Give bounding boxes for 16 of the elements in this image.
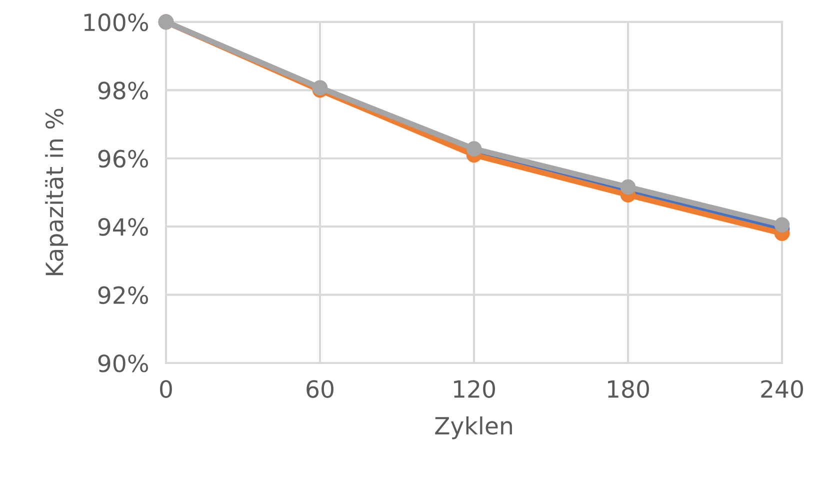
point <box>774 217 790 233</box>
point <box>620 179 636 195</box>
y-tick-label: 98% <box>98 82 148 100</box>
y-tick-label: 96% <box>98 150 148 168</box>
y-tick-label: 100% <box>84 13 148 32</box>
x-tick-label: 0 <box>160 380 172 398</box>
y-tick-label: 90% <box>98 354 148 372</box>
y-tick-label: 94% <box>98 218 148 236</box>
point <box>466 141 482 156</box>
x-tick-label: 120 <box>454 380 495 398</box>
x-tick-label: 60 <box>306 380 334 398</box>
x-tick-label: 240 <box>761 380 803 398</box>
y-tick-label: 92% <box>98 286 148 304</box>
y-axis-title: Kapazität in % <box>45 108 68 276</box>
x-axis-title: Zyklen <box>435 416 512 440</box>
x-tick-label: 180 <box>608 380 649 398</box>
